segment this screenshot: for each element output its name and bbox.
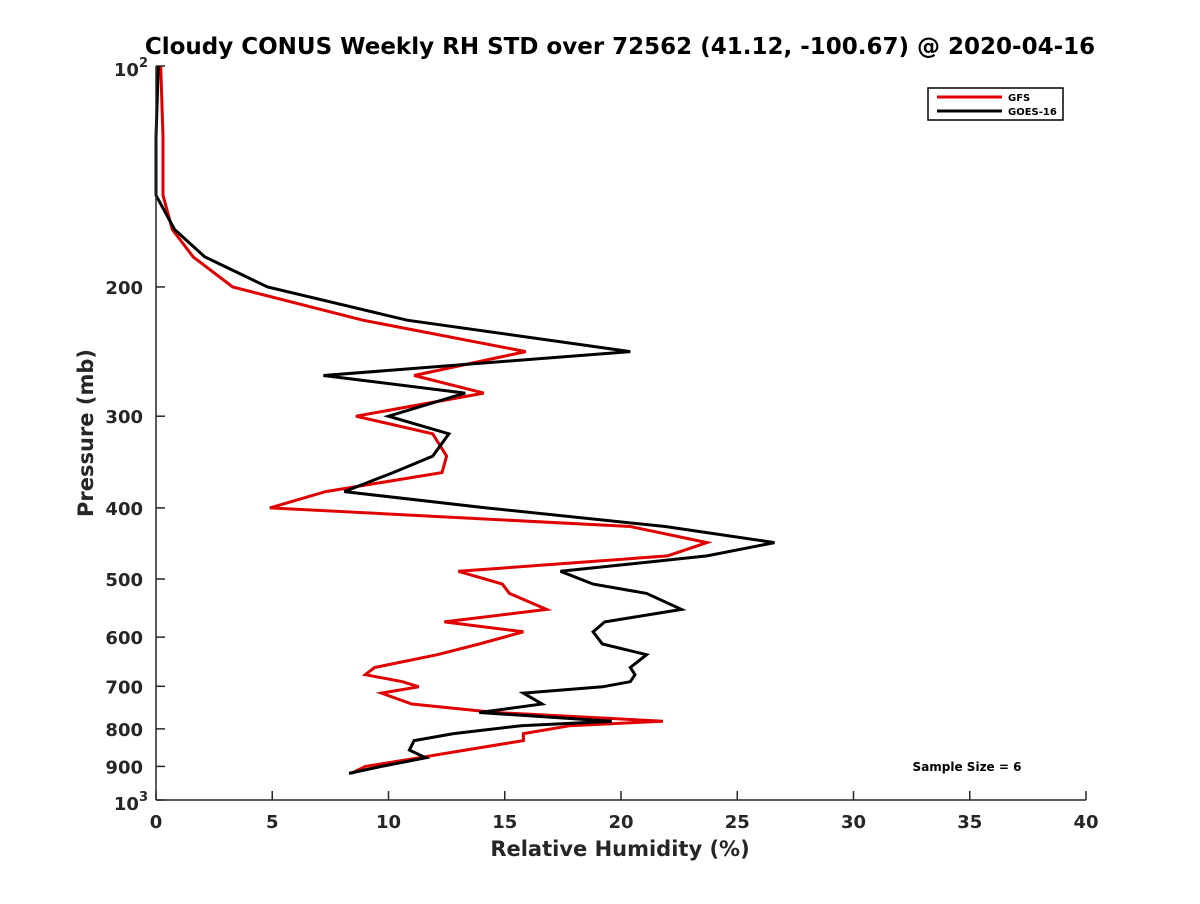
x-tick-label: 20 [608,812,633,833]
sample-size-annotation: Sample Size = 6 [913,760,1022,774]
axes [155,66,1086,801]
x-tick-label: 40 [1073,812,1098,833]
legend-label: GOES-16 [1008,107,1057,118]
legend-box [927,87,1064,121]
y-tick-label: 103 [114,790,148,815]
x-axis-label: Relative Humidity (%) [490,837,749,861]
x-tick-label: 10 [376,812,401,833]
y-tick-label: 400 [105,499,143,520]
plot-lines [154,65,775,775]
legend: GFS GOES-16 [927,87,1064,121]
y-tick-label: 700 [105,677,143,698]
y-axis-ticks: 102 200 300 400 500 600 700 800 900 103 [105,56,165,815]
x-tick-label: 0 [150,812,163,833]
x-tick-label: 35 [957,812,982,833]
legend-label: GFS [1008,93,1030,104]
x-tick-label: 30 [841,812,866,833]
x-axis-ticks: 0 5 10 15 20 25 30 35 40 [150,791,1099,833]
y-tick-label: 500 [105,570,143,591]
y-tick-label: 200 [105,278,143,299]
x-tick-label: 5 [266,812,279,833]
x-tick-label: 15 [492,812,517,833]
series-line-gfs [159,65,713,775]
y-tick-label: 800 [105,720,143,741]
x-tick-label: 25 [725,812,750,833]
chart-title: Cloudy CONUS Weekly RH STD over 72562 (4… [145,34,1095,60]
y-axis-label: Pressure (mb) [74,349,98,517]
y-tick-label: 900 [105,757,143,778]
series-line-goes-16 [154,65,775,775]
y-tick-label: 102 [114,56,148,81]
y-tick-label: 600 [105,628,143,649]
y-tick-label: 300 [105,407,143,428]
